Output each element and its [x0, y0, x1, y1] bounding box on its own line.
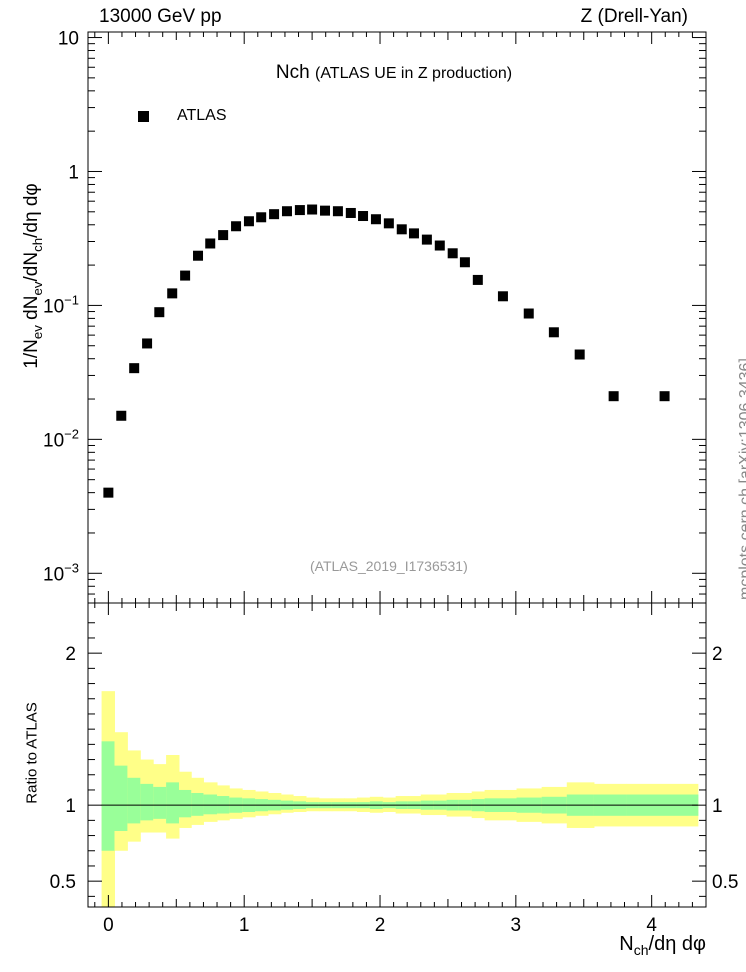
- data-point: [231, 221, 242, 232]
- legend: ATLAS: [138, 107, 227, 125]
- data-point: [142, 338, 153, 349]
- tick-labels: 0 1 2 3 4 10−3 10−2 10−1 1 10 0.5 0.5 1 1 2 2: [43, 29, 738, 936]
- ratio-tick-label-right: 0.5: [712, 872, 738, 893]
- data-point: [281, 206, 292, 217]
- y-tick-label: 10−3: [43, 560, 79, 585]
- data-point: [243, 216, 254, 227]
- x-tick-label: 2: [375, 915, 386, 936]
- data-point: [396, 224, 407, 235]
- data-point: [434, 240, 445, 251]
- ratio-tick-label-left: 0.5: [50, 872, 76, 893]
- data-point: [116, 410, 127, 421]
- data-point: [320, 205, 331, 216]
- data-point: [332, 206, 343, 217]
- data-points: [103, 204, 670, 498]
- data-point: [358, 211, 369, 222]
- source-label: mcplots.cern.ch [arXiv:1306.3436]: [737, 358, 746, 600]
- data-point: [548, 327, 559, 338]
- data-point: [193, 250, 204, 261]
- legend-label: ATLAS: [177, 107, 227, 124]
- x-tick-label: 0: [103, 915, 114, 936]
- band-1sigma-bin: [101, 741, 115, 851]
- data-point: [167, 288, 178, 299]
- plot-frames: [87, 31, 707, 908]
- x-tick-label: 3: [511, 915, 522, 936]
- data-point: [574, 349, 585, 360]
- band-1sigma-bin: [203, 794, 218, 815]
- data-point: [447, 248, 458, 259]
- data-point: [497, 291, 508, 302]
- band-1sigma-bin: [127, 777, 141, 824]
- plot-title: Nch (ATLAS UE in Z production): [0, 62, 746, 84]
- ratio-tick-label-left: 2: [65, 644, 76, 665]
- data-point: [103, 487, 114, 498]
- data-point: [180, 270, 191, 281]
- analysis-id: (ATLAS_2019_I1736531): [310, 558, 468, 574]
- data-point: [523, 308, 534, 319]
- axis-ticks: [88, 32, 706, 907]
- ratio-tick-label-right: 2: [712, 644, 723, 665]
- x-tick-label: 1: [239, 915, 250, 936]
- band-1sigma-bin: [140, 783, 154, 821]
- process-label: Z (Drell-Yan): [580, 6, 688, 27]
- x-axis-label: Nch/dη dφ: [619, 933, 706, 958]
- band-1sigma-bin: [166, 782, 180, 824]
- data-point: [345, 207, 356, 218]
- data-point: [370, 214, 381, 225]
- energy-label: 13000 GeV pp: [99, 6, 222, 27]
- y-tick-label: 10−1: [43, 292, 79, 317]
- ratio-bands: [101, 691, 699, 907]
- data-point: [421, 234, 432, 245]
- data-point: [154, 307, 165, 318]
- title-sub-text: (ATLAS UE in Z production): [314, 65, 513, 82]
- band-1sigma-bin: [153, 786, 167, 819]
- data-point: [307, 204, 318, 215]
- band-1sigma-bin: [114, 765, 128, 831]
- y-axis-label-ratio: Ratio to ATLAS: [23, 702, 41, 804]
- ratio-tick-label-left: 1: [65, 796, 76, 817]
- data-point: [383, 218, 394, 229]
- data-point: [659, 391, 670, 402]
- data-point: [205, 238, 216, 249]
- data-point: [129, 363, 140, 374]
- y-tick-label: 10−2: [43, 426, 79, 451]
- data-point: [459, 257, 470, 268]
- data-point: [608, 391, 619, 402]
- data-point: [269, 209, 280, 220]
- band-1sigma-bin: [191, 793, 204, 816]
- data-point: [472, 274, 483, 285]
- legend-marker-square: [138, 110, 149, 122]
- y-tick-label: 1: [68, 162, 79, 183]
- x-tick-label: 4: [646, 915, 657, 936]
- data-point: [294, 205, 305, 216]
- ratio-tick-label-right: 1: [712, 796, 723, 817]
- band-1sigma-bin: [179, 789, 192, 818]
- data-point: [256, 212, 267, 223]
- data-point: [218, 230, 229, 241]
- data-point: [408, 228, 419, 239]
- title-main-text: Nch: [275, 62, 310, 83]
- y-axis-label-main: 1/Nev dNev/dNch/dη dφ: [21, 183, 45, 369]
- y-tick-label: 10: [58, 29, 79, 50]
- ratio-frame: [87, 602, 707, 908]
